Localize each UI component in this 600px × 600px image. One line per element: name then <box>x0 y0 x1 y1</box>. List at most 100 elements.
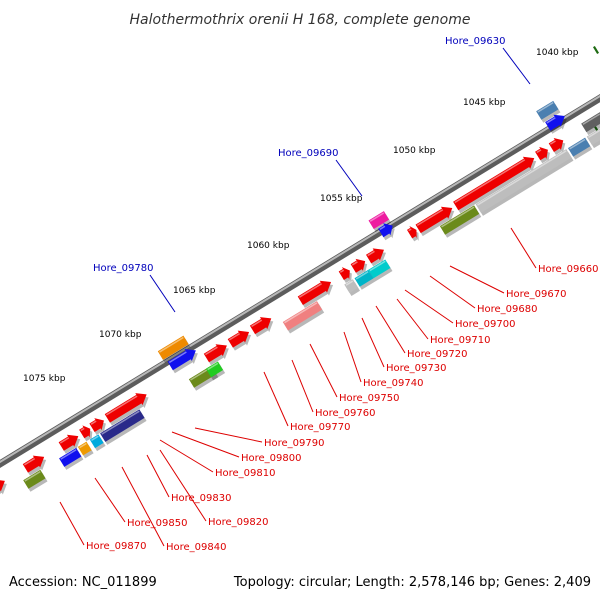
leader-line <box>146 454 170 498</box>
gene-label-hore-09820[interactable]: Hore_09820 <box>208 517 269 528</box>
map-title: Halothermothrix orenii H 168, complete g… <box>130 12 471 28</box>
gene-inner-a[interactable] <box>581 112 600 136</box>
leader-line <box>94 477 126 523</box>
gene-inner-p[interactable] <box>77 441 94 459</box>
leader-line <box>404 289 454 324</box>
kbp-label-1045: 1045 kbp <box>463 98 506 108</box>
inner-gene-labels: Hore_09660 Hore_09670 Hore_09680 Hore_09… <box>86 264 599 553</box>
topology-summary: Topology: circular; Length: 2,578,146 bp… <box>233 575 591 590</box>
gene-inner-g[interactable] <box>0 480 7 500</box>
gene-label-hore-09630[interactable]: Hore_09630 <box>445 36 506 47</box>
gene-label-hore-09730[interactable]: Hore_09730 <box>386 363 447 374</box>
gene-label-hore-09720[interactable]: Hore_09720 <box>407 349 468 360</box>
gene-label-hore-09770[interactable]: Hore_09770 <box>290 422 351 433</box>
outer-tick <box>592 46 600 54</box>
leader-line <box>159 449 207 522</box>
leader-line <box>159 439 214 473</box>
gene-hore-09760[interactable] <box>249 317 274 338</box>
gene-hore-09810[interactable] <box>104 393 149 426</box>
gene-inner-m[interactable] <box>344 279 361 296</box>
gene-label-hore-09750[interactable]: Hore_09750 <box>339 393 400 404</box>
scale-labels: 1040 kbp 1045 kbp 1050 kbp 1055 kbp 1060… <box>23 48 579 384</box>
gene-label-hore-09830[interactable]: Hore_09830 <box>171 493 232 504</box>
gene-inner-c[interactable] <box>535 146 550 164</box>
gene-hore-09630-track1[interactable] <box>536 100 561 123</box>
gene-hore-09790[interactable] <box>203 344 229 366</box>
leader-line <box>396 298 429 340</box>
gene-label-hore-09670[interactable]: Hore_09670 <box>506 289 567 300</box>
leader-line <box>263 371 289 427</box>
gene-hore-09690-track1[interactable] <box>368 211 392 233</box>
kbp-label-1070: 1070 kbp <box>99 330 142 340</box>
gene-inner-k[interactable] <box>567 137 593 160</box>
gene-inner-r[interactable] <box>23 469 48 492</box>
gene-label-hore-09710[interactable]: Hore_09710 <box>430 335 491 346</box>
gene-label-hore-09700[interactable]: Hore_09700 <box>455 319 516 330</box>
gene-inner-l[interactable] <box>354 269 376 290</box>
gene-hore-09730[interactable] <box>439 205 482 238</box>
gene-label-hore-09790[interactable]: Hore_09790 <box>264 438 325 449</box>
gene-label-hore-09870[interactable]: Hore_09870 <box>86 541 147 552</box>
gene-label-hore-09840[interactable]: Hore_09840 <box>166 542 227 553</box>
gene-label-hore-09740[interactable]: Hore_09740 <box>363 378 424 389</box>
gene-label-hore-09680[interactable]: Hore_09680 <box>477 304 538 315</box>
gene-hore-09720[interactable] <box>338 267 352 284</box>
gene-hore-09630-track2[interactable] <box>545 114 567 134</box>
gene-hore-09670[interactable] <box>415 206 455 237</box>
gene-inner-q[interactable] <box>59 447 84 470</box>
kbp-label-1040: 1040 kbp <box>536 48 579 58</box>
gene-hore-09680[interactable] <box>475 149 574 216</box>
kbp-label-1075: 1075 kbp <box>23 374 66 384</box>
gene-hore-09800[interactable] <box>282 301 325 334</box>
gene-features <box>0 100 600 500</box>
gene-inner-d[interactable] <box>406 226 419 242</box>
gene-inner-o[interactable] <box>89 434 106 452</box>
gene-label-hore-09800[interactable]: Hore_09800 <box>241 453 302 464</box>
gene-hore-09770[interactable] <box>227 330 252 351</box>
leader-line <box>502 47 531 85</box>
gene-hore-09850[interactable] <box>58 434 81 454</box>
leader-line <box>343 331 362 383</box>
gene-label-hore-09780[interactable]: Hore_09780 <box>93 263 154 274</box>
gene-hore-09780-track1[interactable] <box>157 335 191 363</box>
accession-text: Accession: NC_011899 <box>9 575 157 590</box>
leader-line <box>375 305 406 354</box>
gene-hore-09780-track2[interactable] <box>167 349 198 374</box>
gene-inner-n[interactable] <box>205 361 226 381</box>
leader-line <box>121 466 165 547</box>
genome-backbone <box>0 93 600 469</box>
kbp-label-1065: 1065 kbp <box>173 286 216 296</box>
leader-line <box>510 227 537 269</box>
gene-label-hore-09760[interactable]: Hore_09760 <box>315 408 376 419</box>
leader-line <box>59 501 85 546</box>
gene-hore-09710[interactable] <box>350 258 368 276</box>
gene-label-hore-09810[interactable]: Hore_09810 <box>215 468 276 479</box>
leader-line <box>309 343 338 398</box>
leader-line <box>171 431 240 458</box>
kbp-label-1055: 1055 kbp <box>320 194 363 204</box>
gene-hore-09740[interactable] <box>297 280 334 308</box>
label-leader-lines <box>59 47 537 547</box>
gene-label-hore-09660[interactable]: Hore_09660 <box>538 264 599 275</box>
gene-hore-09750[interactable] <box>368 259 393 282</box>
leader-line <box>361 317 385 368</box>
gene-inner-b[interactable] <box>548 138 566 155</box>
gene-hore-09830[interactable] <box>89 418 106 436</box>
gene-label-hore-09690[interactable]: Hore_09690 <box>278 148 339 159</box>
gene-inner-e[interactable] <box>79 425 93 442</box>
outer-gene-labels: Hore_09630 Hore_09690 Hore_09780 <box>93 36 506 274</box>
gene-hore-09690-track2[interactable] <box>378 223 395 241</box>
kbp-label-1060: 1060 kbp <box>247 241 290 251</box>
gene-hore-09840[interactable] <box>100 409 147 445</box>
gene-hore-09660[interactable] <box>453 156 537 214</box>
leader-line <box>194 427 263 443</box>
leader-line <box>449 265 505 294</box>
kbp-label-1050: 1050 kbp <box>393 146 436 156</box>
gene-label-hore-09850[interactable]: Hore_09850 <box>127 518 188 529</box>
gene-inner-f[interactable] <box>22 455 47 476</box>
leader-line <box>429 275 476 309</box>
gene-inner-j[interactable] <box>586 126 600 149</box>
leader-line <box>335 159 363 197</box>
leader-line <box>291 359 314 413</box>
